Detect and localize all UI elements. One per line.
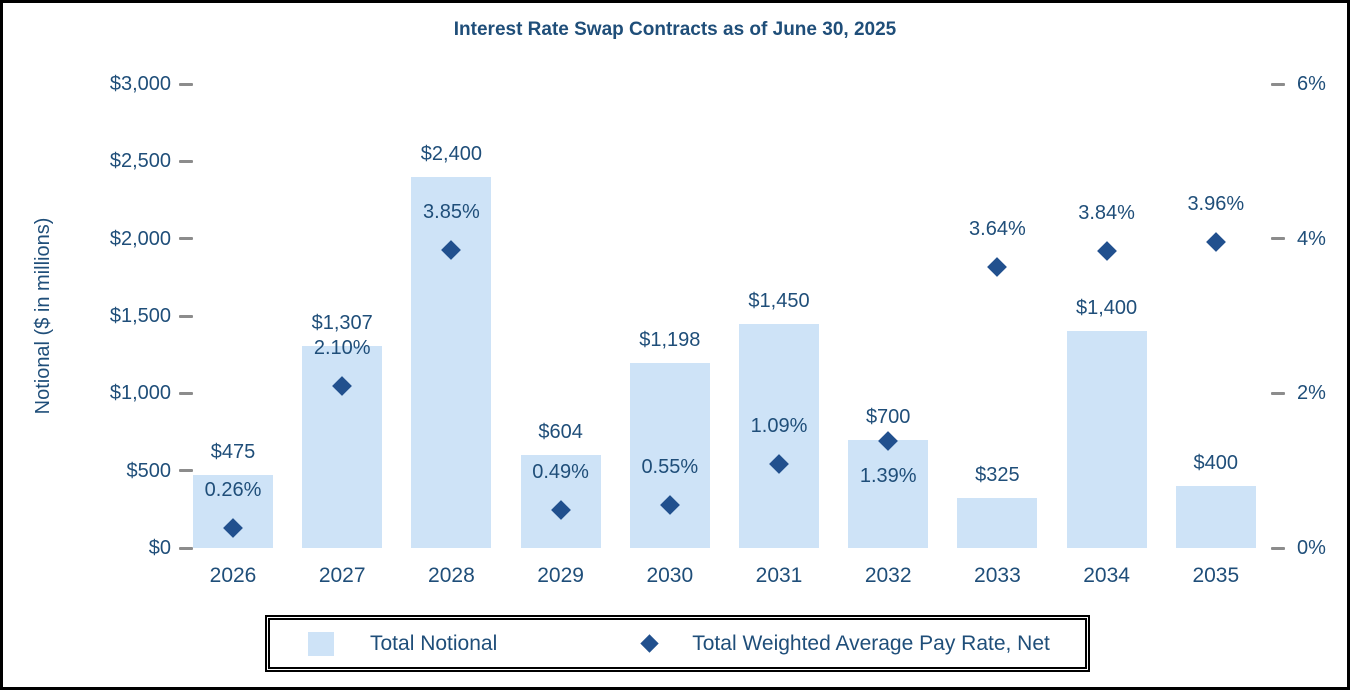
rate-label-2030: 0.55% — [641, 456, 699, 479]
bar-value-label-2032: $700 — [865, 405, 911, 428]
rate-label-2029: 0.49% — [532, 461, 589, 484]
left-axis-tick — [179, 237, 193, 241]
chart-title: Interest Rate Swap Contracts as of June … — [453, 19, 897, 40]
rate-label-2026: 0.26% — [204, 478, 262, 501]
left-axis-tick-label: $1,000 — [109, 382, 171, 405]
bar-value-label-2029: $604 — [538, 420, 583, 443]
left-axis-tick-label: $2,000 — [109, 227, 171, 250]
left-axis-tick — [179, 546, 193, 550]
left-axis-tick-label: $1,500 — [109, 305, 171, 327]
right-axis-tick — [1271, 82, 1285, 86]
right-axis-tick-label: 2% — [1297, 382, 1326, 405]
legend-square-marker — [308, 631, 334, 656]
x-axis-label-2026: 2026 — [209, 564, 257, 587]
rate-label-2028: 3.85% — [423, 201, 480, 224]
right-axis-tick — [1271, 237, 1285, 241]
bar-value-label-2034: $1,400 — [1076, 297, 1138, 320]
bar-2033 — [957, 497, 1038, 548]
bar-value-label-2031: $1,450 — [748, 289, 810, 312]
bar-value-label-2030: $1,198 — [639, 328, 701, 351]
legend-label-pay-rate: Total Weighted Average Pay Rate, Net — [692, 631, 1050, 655]
left-axis-tick-label: $0 — [148, 537, 171, 559]
rate-label-2032: 1.39% — [859, 464, 917, 487]
rate-label-2027: 2.10% — [313, 336, 371, 359]
bar-2028 — [411, 176, 492, 548]
bar-value-label-2035: $400 — [1193, 452, 1239, 475]
right-axis-tick — [1271, 546, 1285, 550]
left-axis-tick-label: $2,500 — [109, 150, 171, 173]
bar-value-label-2027: $1,307 — [311, 311, 373, 334]
right-axis-tick-label: 4% — [1297, 227, 1326, 250]
right-axis-tick-label: 6% — [1297, 73, 1326, 95]
x-axis-label-2035: 2035 — [1192, 564, 1240, 587]
left-axis-tick — [179, 159, 193, 163]
bar-value-label-2033: $325 — [975, 463, 1020, 486]
left-axis-tick — [179, 82, 193, 86]
rate-diamond-2033 — [987, 256, 1008, 277]
rate-diamond-2035 — [1205, 231, 1226, 252]
bar-2030 — [629, 362, 710, 548]
x-axis-label-2031: 2031 — [755, 564, 803, 587]
left-axis-tick — [179, 391, 193, 395]
rate-diamond-2034 — [1096, 241, 1117, 261]
x-axis-label-2029: 2029 — [537, 564, 584, 587]
legend: Total Notional Total Weighted Average Pa… — [265, 615, 1090, 672]
bar-2031 — [739, 323, 819, 548]
right-axis-tick — [1271, 391, 1285, 395]
rate-label-2031: 1.09% — [750, 414, 808, 437]
left-axis-tick-label: $3,000 — [109, 73, 171, 95]
legend-diamond-marker — [640, 634, 659, 653]
bar-2034 — [1066, 331, 1147, 548]
x-axis-label-2028: 2028 — [428, 564, 475, 587]
bar-value-label-2026: $475 — [210, 440, 256, 463]
x-axis-label-2027: 2027 — [318, 564, 366, 587]
rate-label-2034: 3.84% — [1078, 202, 1135, 225]
bar-2032 — [848, 439, 929, 548]
rate-label-2033: 3.64% — [969, 217, 1026, 240]
x-axis-label-2030: 2030 — [646, 564, 694, 587]
right-axis-tick-label: 0% — [1297, 537, 1326, 559]
legend-inner-border: Total Notional Total Weighted Average Pa… — [268, 618, 1087, 669]
left-axis-tick — [179, 314, 193, 318]
x-axis-label-2033: 2033 — [974, 564, 1021, 587]
left-axis-tick-label: $500 — [126, 459, 172, 482]
rate-label-2035: 3.96% — [1187, 192, 1245, 215]
x-axis-label-2034: 2034 — [1083, 564, 1130, 587]
left-axis-tick — [179, 469, 193, 473]
x-axis-label-2032: 2032 — [864, 564, 912, 587]
bar-2035 — [1175, 486, 1256, 548]
legend-label-total-notional: Total Notional — [370, 631, 498, 655]
bar-value-label-2028: $2,400 — [420, 142, 482, 165]
